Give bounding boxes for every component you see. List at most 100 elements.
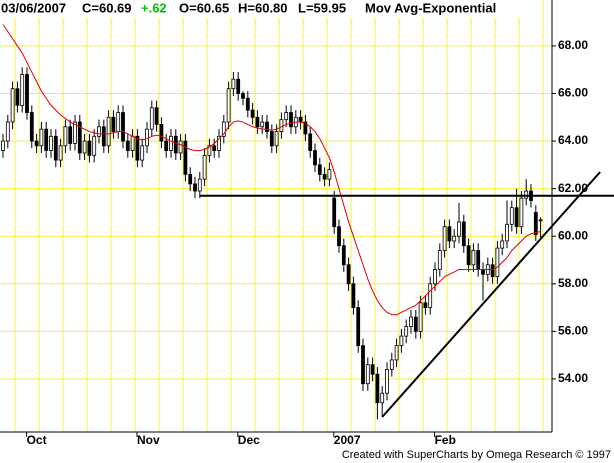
candle-body [404,326,409,337]
candle-body [509,207,514,225]
candle-body [164,140,169,151]
marks [1,24,614,420]
candle-body [495,247,500,278]
candle-body [327,169,332,180]
candle-body [207,145,212,156]
candle-body [433,269,437,285]
candle-body [44,128,49,151]
candle-body [183,140,188,175]
candle-body [193,183,197,192]
candle-body [101,126,106,147]
candle-body [461,221,466,247]
candle-body [423,302,428,308]
candle-body [25,74,29,113]
candle-body [428,283,433,308]
header-study: Mov Avg-Exponential [365,0,496,15]
candle-body [533,212,538,235]
ema-line [2,24,541,316]
candle-body [173,135,178,154]
candle-body [217,135,221,151]
candle-body [68,126,73,144]
candle-body [34,140,39,147]
candle-body [418,302,423,332]
candle-body [212,145,217,151]
candle-body [149,107,154,130]
header-open: O=60.65 [179,0,229,15]
candle-body [514,207,519,228]
candle-body [370,364,375,375]
candle-body [250,109,255,118]
candle-body [188,173,193,185]
header-date: 03/06/2007 [1,0,66,15]
candle-body [255,116,260,128]
candle-body [111,116,116,132]
y-tick-label: 54.00 [558,371,588,385]
candle-body [49,135,53,151]
candle-body [394,345,399,361]
candle-body [63,126,68,147]
candle-body [145,128,149,147]
candle-body [221,121,226,137]
candle-body [332,197,337,228]
header-bg [0,0,520,18]
candle-body [121,112,125,142]
candle-body [385,369,389,394]
candle-body [241,93,245,99]
candle-body [481,269,485,275]
candle-body [346,264,351,285]
footer: Created with SuperCharts by Omega Resear… [342,449,611,461]
candle-body [351,283,356,308]
candle-body [125,140,130,151]
candle-body [413,316,418,332]
candle-body [53,135,58,161]
candle-body [116,112,121,132]
header-change: +.62 [141,0,167,15]
candle-body [135,135,140,161]
candle-body [82,140,87,154]
candle-body [317,164,322,175]
candle-body [442,226,447,251]
candle-body [178,140,183,154]
y-tick-label: 60.00 [558,228,588,242]
y-tick-label: 64.00 [558,133,588,147]
x-tick-label: 2007 [334,433,361,447]
candle-body [505,223,509,242]
candle-body [236,78,241,94]
candle-body [409,316,413,328]
candle-body [500,240,505,249]
trend-line [381,171,601,418]
candle-body [92,135,97,156]
candle-body [303,121,308,135]
header-low: L=59.95 [298,0,346,15]
candle-body [476,250,481,270]
candle-body [471,250,476,266]
candle-body [279,119,284,132]
candle-body [202,154,207,180]
candle-body [457,221,461,237]
candle-body [226,88,231,123]
x-tick-label: Oct [27,433,47,447]
y-tick-label: 62.00 [558,181,588,195]
candle-body [289,112,293,128]
candle-body [356,307,361,347]
candle-body [39,128,44,147]
candle-body [87,140,92,156]
x-tick-label: Feb [435,433,456,447]
candle-body [154,107,159,125]
candle-body [20,74,25,106]
candle-body [308,133,313,151]
x-tick-label: Nov [137,433,160,447]
y-tick-label: 66.00 [558,86,588,100]
header-close: C=60.69 [82,0,132,15]
candle-body [361,345,365,385]
candle-body [524,190,529,199]
candle-body [341,245,346,266]
candle-body [313,150,317,166]
candle-body [5,121,10,142]
x-tick-label: Dec [238,433,260,447]
grid [0,0,552,432]
candle-body [389,359,394,370]
candle-body [169,135,173,151]
